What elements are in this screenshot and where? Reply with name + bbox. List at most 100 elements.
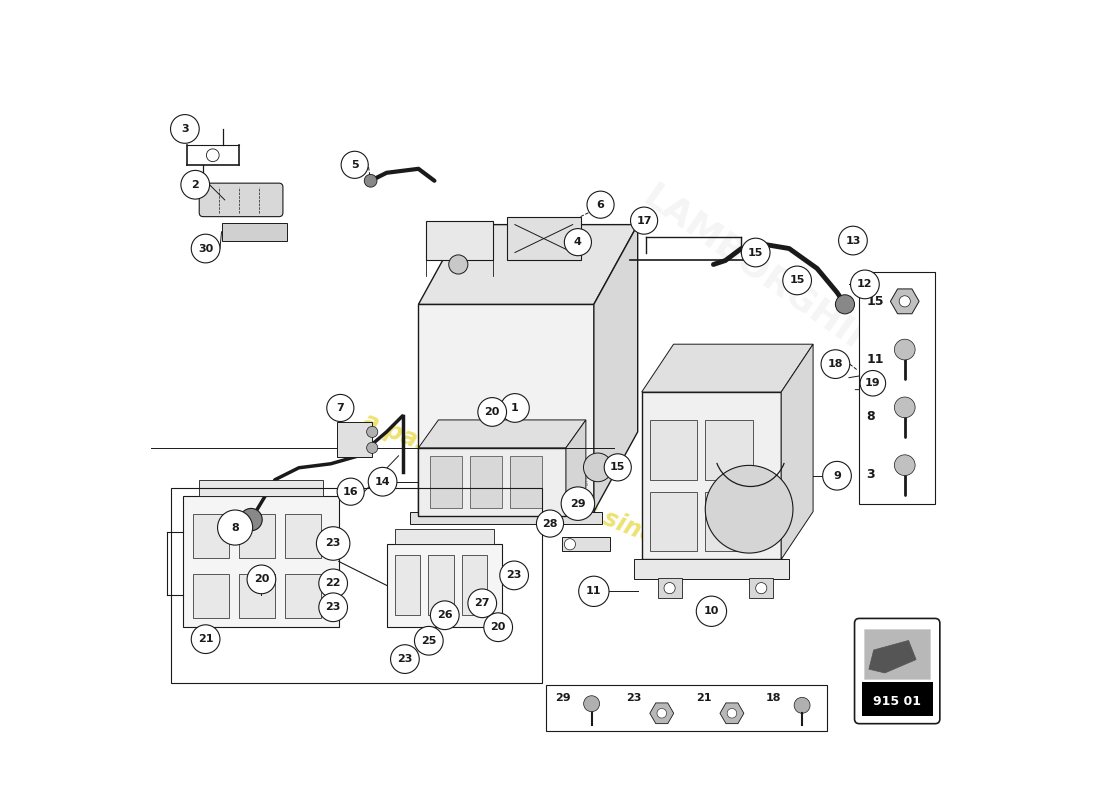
Text: 17: 17 <box>636 216 652 226</box>
Text: 23: 23 <box>326 538 341 549</box>
Text: 15: 15 <box>748 247 763 258</box>
Circle shape <box>368 467 397 496</box>
Text: 8: 8 <box>231 522 239 533</box>
FancyBboxPatch shape <box>184 496 339 627</box>
FancyBboxPatch shape <box>865 629 931 678</box>
Circle shape <box>821 350 850 378</box>
Text: 8: 8 <box>867 410 876 423</box>
Text: 18: 18 <box>766 693 781 702</box>
Circle shape <box>838 226 867 255</box>
FancyBboxPatch shape <box>859 273 935 504</box>
FancyBboxPatch shape <box>861 682 933 717</box>
Circle shape <box>366 426 377 438</box>
Circle shape <box>587 191 614 218</box>
Text: 21: 21 <box>198 634 213 644</box>
FancyBboxPatch shape <box>239 514 275 558</box>
Text: 30: 30 <box>198 243 213 254</box>
FancyBboxPatch shape <box>650 420 697 480</box>
FancyBboxPatch shape <box>650 492 697 551</box>
Circle shape <box>240 509 262 530</box>
Circle shape <box>218 510 253 545</box>
FancyBboxPatch shape <box>199 480 322 496</box>
Circle shape <box>341 151 368 178</box>
FancyBboxPatch shape <box>418 304 594 512</box>
FancyBboxPatch shape <box>705 492 754 551</box>
FancyBboxPatch shape <box>430 456 462 508</box>
Circle shape <box>337 478 364 506</box>
Text: 6: 6 <box>596 200 605 210</box>
Text: 27: 27 <box>474 598 490 608</box>
Circle shape <box>727 709 737 718</box>
Circle shape <box>390 645 419 674</box>
Polygon shape <box>781 344 813 559</box>
Circle shape <box>317 526 350 560</box>
FancyBboxPatch shape <box>641 392 781 559</box>
Text: 23: 23 <box>506 570 521 580</box>
Circle shape <box>894 339 915 360</box>
Text: 20: 20 <box>491 622 506 632</box>
Circle shape <box>499 561 528 590</box>
FancyBboxPatch shape <box>239 574 275 618</box>
Circle shape <box>477 398 507 426</box>
Circle shape <box>756 582 767 594</box>
FancyBboxPatch shape <box>705 420 754 480</box>
Circle shape <box>500 394 529 422</box>
Polygon shape <box>869 641 916 673</box>
Text: 1: 1 <box>512 403 519 413</box>
FancyBboxPatch shape <box>507 217 581 261</box>
Polygon shape <box>418 420 586 448</box>
Text: 25: 25 <box>421 636 437 646</box>
Circle shape <box>564 229 592 256</box>
Text: 23: 23 <box>326 602 341 612</box>
Text: 28: 28 <box>542 518 558 529</box>
Circle shape <box>835 294 855 314</box>
Text: 15: 15 <box>867 295 884 308</box>
Circle shape <box>894 455 915 475</box>
Text: 11: 11 <box>586 586 602 596</box>
Text: 23: 23 <box>397 654 412 664</box>
Circle shape <box>899 296 911 307</box>
FancyBboxPatch shape <box>337 422 372 458</box>
Circle shape <box>564 538 575 550</box>
Text: 20: 20 <box>484 407 499 417</box>
Circle shape <box>207 149 219 162</box>
Circle shape <box>630 207 658 234</box>
Circle shape <box>366 442 377 454</box>
Text: 12: 12 <box>857 279 872 290</box>
Text: 4: 4 <box>574 237 582 247</box>
Circle shape <box>850 270 879 298</box>
Circle shape <box>449 255 468 274</box>
Text: 9: 9 <box>833 470 840 481</box>
Circle shape <box>319 569 348 598</box>
Text: 15: 15 <box>610 462 626 472</box>
Text: LAMBORGHINI: LAMBORGHINI <box>637 179 894 374</box>
Circle shape <box>894 397 915 418</box>
Circle shape <box>579 576 609 606</box>
Circle shape <box>484 613 513 642</box>
Circle shape <box>664 582 675 594</box>
Text: 29: 29 <box>570 498 585 509</box>
FancyBboxPatch shape <box>192 574 229 618</box>
Circle shape <box>537 510 563 537</box>
FancyBboxPatch shape <box>410 512 602 523</box>
Circle shape <box>327 394 354 422</box>
Circle shape <box>561 487 595 520</box>
Polygon shape <box>720 703 744 724</box>
Circle shape <box>430 601 459 630</box>
FancyBboxPatch shape <box>510 456 542 508</box>
Circle shape <box>248 565 276 594</box>
Text: 16: 16 <box>343 486 359 497</box>
Circle shape <box>794 698 810 714</box>
Text: 11: 11 <box>867 353 884 366</box>
Circle shape <box>783 266 812 294</box>
FancyBboxPatch shape <box>285 514 321 558</box>
FancyBboxPatch shape <box>562 537 609 551</box>
Circle shape <box>468 589 496 618</box>
FancyBboxPatch shape <box>749 578 773 598</box>
Text: 18: 18 <box>827 359 844 369</box>
Polygon shape <box>890 289 920 314</box>
Circle shape <box>191 625 220 654</box>
Text: 14: 14 <box>375 477 390 486</box>
Circle shape <box>823 462 851 490</box>
FancyBboxPatch shape <box>395 555 420 615</box>
